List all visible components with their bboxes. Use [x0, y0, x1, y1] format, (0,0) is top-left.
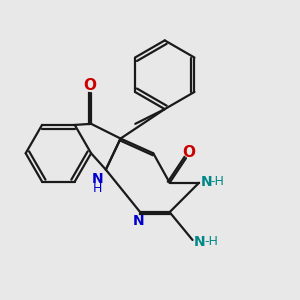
- Text: N: N: [194, 235, 206, 249]
- Text: N: N: [133, 214, 144, 228]
- Text: -H: -H: [210, 175, 224, 188]
- Text: O: O: [83, 78, 96, 93]
- Text: H: H: [93, 182, 102, 195]
- Text: O: O: [182, 145, 195, 160]
- Text: N: N: [200, 175, 212, 189]
- Text: -H: -H: [205, 235, 218, 248]
- Text: N: N: [92, 172, 103, 186]
